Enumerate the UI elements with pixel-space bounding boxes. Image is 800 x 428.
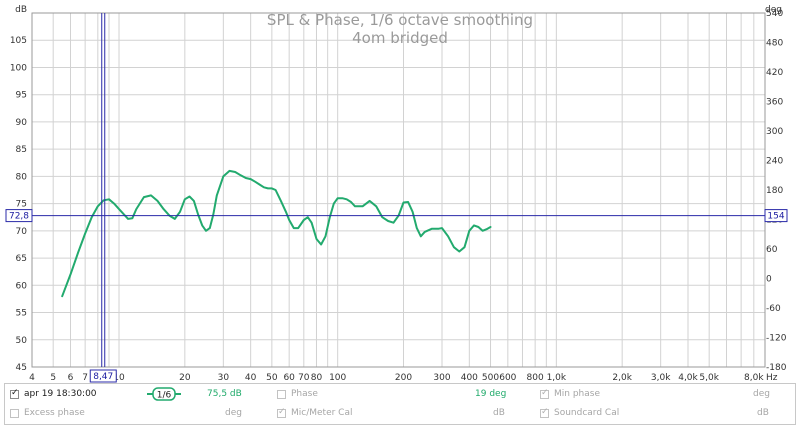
y2-tick-label: 180 (766, 186, 783, 196)
x-tick-label: 2,0k (612, 373, 632, 383)
x-tick-label: 300 (433, 373, 450, 383)
phase-label: Phase (291, 389, 318, 399)
y-axis-right: -180-120-60060120180240300360420480540 (766, 9, 787, 373)
chart-title: SPL & Phase, 1/6 octave smoothing (267, 11, 533, 29)
spl-trace (61, 169, 492, 298)
y2-tick-label: 60 (766, 245, 778, 255)
y2-tick-label: -180 (766, 363, 787, 373)
y-tick-label: 50 (16, 336, 28, 346)
x-tick-label: 40 (245, 373, 257, 383)
excess-phase-checkbox[interactable] (10, 409, 19, 418)
x-tick-label: 4,0k (678, 373, 698, 383)
y-tick-label: 105 (10, 36, 27, 46)
x-tick-label: 5 (50, 373, 56, 383)
y2-tick-label: 360 (766, 98, 783, 108)
x-tick-label: 50 (266, 373, 278, 383)
y2-tick-label: 240 (766, 157, 783, 167)
x-tick-label: 600 (499, 373, 516, 383)
smoothing-text: 1/6 (157, 391, 172, 401)
grid (31, 13, 766, 367)
measurement-label: apr 19 18:30:00 (24, 389, 97, 399)
x-tick-label: 8,0k (744, 373, 764, 383)
soundcard-cal-unit: dB (757, 408, 769, 418)
x-axis-unit-label: Hz (766, 373, 778, 383)
y-tick-label: 65 (16, 254, 27, 264)
spl-chart[interactable]: SPL & Phase, 1/6 octave smoothing 4om br… (0, 0, 800, 383)
y-axis-left: 45 50 55 60 65 70 75 80 85 90 95 100 105 (10, 36, 27, 373)
plot-background (32, 13, 765, 367)
phase-value: 19 deg (475, 389, 507, 399)
min-phase-checkbox[interactable] (540, 388, 549, 399)
cursor-x-readout: 8,47 (93, 372, 113, 382)
cursor-y2-readout: 154 (767, 212, 784, 222)
cursor-y-readout-box (5, 209, 33, 223)
min-phase-unit: deg (753, 389, 770, 399)
y2-tick-label: 540 (766, 9, 783, 19)
cursor[interactable]: 72,8 154 8,47 (5, 13, 788, 383)
y-tick-label: 100 (10, 63, 27, 73)
smoothing-icon: 1/6 (147, 387, 181, 401)
legend-panel: apr 19 18:30:00 1/6 75,5 dB Phase 19 deg… (4, 383, 796, 425)
mic-meter-cal-checkbox[interactable] (277, 407, 286, 418)
y2-tick-label: 0 (766, 275, 772, 285)
chart-subtitle: 4om bridged (352, 29, 448, 47)
mic-meter-cal-unit: dB (493, 408, 505, 418)
y-tick-label: 70 (16, 227, 28, 237)
min-phase-label: Min phase (554, 389, 600, 399)
excess-phase-label: Excess phase (24, 408, 85, 418)
x-tick-label: 1,0k (547, 373, 567, 383)
y2-tick-label: 300 (766, 127, 783, 137)
x-tick-label: 20 (179, 373, 191, 383)
y2-tick-label: -120 (766, 334, 787, 344)
excess-phase-unit: deg (225, 408, 242, 418)
x-tick-label: 6 (68, 373, 74, 383)
legend-row-1: apr 19 18:30:00 1/6 75,5 dB Phase 19 deg… (5, 386, 795, 404)
y-axis-top-label: dB (15, 5, 27, 15)
x-tick-label: 500 (482, 373, 499, 383)
smoothing-indicator[interactable]: 1/6 (147, 387, 181, 404)
x-tick-label: 30 (218, 373, 230, 383)
x-tick-label: 7 (82, 373, 88, 383)
plot-frame (31, 12, 766, 368)
y-tick-label: 90 (16, 118, 28, 128)
x-tick-label: 800 (527, 373, 544, 383)
y-tick-label: 95 (16, 91, 27, 101)
x-tick-label: 400 (461, 373, 478, 383)
y-tick-label: 45 (16, 363, 27, 373)
y2-tick-label: 480 (766, 39, 783, 49)
y2-axis-top-label: deg (765, 5, 782, 15)
x-tick-label: 70 (298, 373, 310, 383)
spl-value: 75,5 dB (207, 389, 242, 399)
x-tick-label: 100 (329, 373, 346, 383)
y-tick-label: 55 (16, 309, 27, 319)
x-tick-label: 80 (311, 373, 323, 383)
x-tick-label: 5,0k (699, 373, 719, 383)
phase-checkbox[interactable] (277, 390, 286, 399)
cursor-y2-readout-box (764, 209, 788, 223)
y2-tick-label: -60 (766, 304, 781, 314)
cursor-y-readout: 72,8 (9, 212, 29, 222)
series-group (61, 169, 492, 298)
y-tick-label: 75 (16, 200, 27, 210)
y-tick-label: 60 (16, 281, 28, 291)
y2-tick-label: 420 (766, 68, 783, 78)
measurement-checkbox[interactable] (10, 388, 19, 399)
cursor-x-readout-box (89, 369, 117, 383)
x-tick-label: 200 (395, 373, 412, 383)
y-tick-label: 85 (16, 145, 27, 155)
y-tick-label: 80 (16, 172, 28, 182)
soundcard-cal-label: Soundcard Cal (554, 408, 620, 418)
x-axis: 4 5 6 7 10 20 30 40 50 60 70 80 100 200 300 400 500 600 80… (29, 373, 764, 383)
soundcard-cal-checkbox[interactable] (540, 407, 549, 418)
x-tick-label: 10 (113, 373, 125, 383)
mic-meter-cal-label: Mic/Meter Cal (291, 408, 353, 418)
x-tick-label: 3,0k (651, 373, 671, 383)
x-tick-label: 4 (29, 373, 35, 383)
legend-row-2: Excess phase deg Mic/Meter Cal dB Soundc… (5, 405, 795, 423)
x-tick-label: 60 (283, 373, 295, 383)
